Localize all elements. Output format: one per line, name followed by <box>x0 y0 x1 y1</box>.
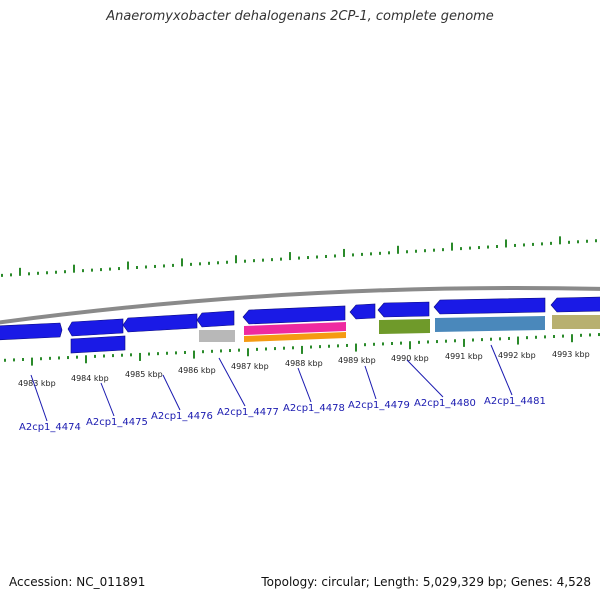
scale-label: 4985 kbp <box>125 370 163 379</box>
cds-arrow-a2cp1-4481[interactable] <box>433 297 546 315</box>
leader-line <box>406 359 444 398</box>
olive-feature-bar[interactable] <box>379 319 430 334</box>
cds-arrow-a2cp1-4480[interactable] <box>377 301 430 318</box>
topology-text: Topology: circular; Length: 5,029,329 bp… <box>261 575 591 589</box>
scale-label: 4991 kbp <box>445 352 483 361</box>
gene-label[interactable]: A2cp1_4477 <box>217 407 279 418</box>
gray-feature-bar[interactable] <box>199 330 235 342</box>
leader-line <box>490 344 513 396</box>
cds-arrow-a2cp1-4474[interactable] <box>0 322 63 341</box>
leader-line <box>162 374 181 411</box>
cds-arrow-a2cp1-4478[interactable] <box>242 305 346 325</box>
cds-arrow-a2cp1-4475[interactable] <box>67 318 124 337</box>
scale-label: 4987 kbp <box>231 362 269 371</box>
gene-label[interactable]: A2cp1_4474 <box>19 422 81 433</box>
orange-feature-bar[interactable] <box>244 332 346 342</box>
leader-line <box>364 365 377 400</box>
inner-tick-row <box>4 333 600 366</box>
cds-arrow-a2cp1-4476[interactable] <box>122 313 198 333</box>
leader-line <box>218 357 246 407</box>
khaki-feature-bar[interactable] <box>552 315 600 329</box>
scale-label: 4992 kbp <box>498 351 536 360</box>
gene-label[interactable]: A2cp1_4479 <box>348 400 410 411</box>
cds-arrow-a2cp1-4477[interactable] <box>196 310 235 328</box>
scale-label: 4986 kbp <box>178 366 216 375</box>
scale-labels: 4983 kbp 4984 kbp 4985 kbp 4986 kbp 4987 kbp… <box>18 350 590 388</box>
map-title: Anaeromyxobacter dehalogenans 2CP-1, com… <box>106 9 494 24</box>
cds-arrow-a2cp1-4479[interactable] <box>349 303 376 320</box>
leader-line <box>30 374 48 422</box>
cds-arrow-inner[interactable] <box>70 335 126 354</box>
scale-label: 4983 kbp <box>18 379 56 388</box>
magenta-feature-bar[interactable] <box>244 322 346 335</box>
gene-label[interactable]: A2cp1_4476 <box>151 411 213 422</box>
cds-arrow-a2cp1-4482[interactable] <box>550 296 600 313</box>
gene-label[interactable]: A2cp1_4480 <box>414 398 476 409</box>
gene-label[interactable]: A2cp1_4475 <box>86 417 148 428</box>
feature-track <box>0 296 600 354</box>
scale-label: 4984 kbp <box>71 374 109 383</box>
scale-label: 4993 kbp <box>552 350 590 359</box>
scale-label: 4988 kbp <box>285 359 323 368</box>
gene-label[interactable]: A2cp1_4478 <box>283 403 345 414</box>
gene-label[interactable]: A2cp1_4481 <box>484 396 546 407</box>
scale-label: 4990 kbp <box>391 354 429 363</box>
accession-text: Accession: NC_011891 <box>9 575 146 589</box>
scale-label: 4989 kbp <box>338 356 376 365</box>
leader-line <box>100 382 115 417</box>
genome-backbone <box>0 285 600 325</box>
leader-line <box>297 367 312 403</box>
outer-tick-row <box>1 236 597 277</box>
steelblue-feature-bar[interactable] <box>435 316 545 332</box>
